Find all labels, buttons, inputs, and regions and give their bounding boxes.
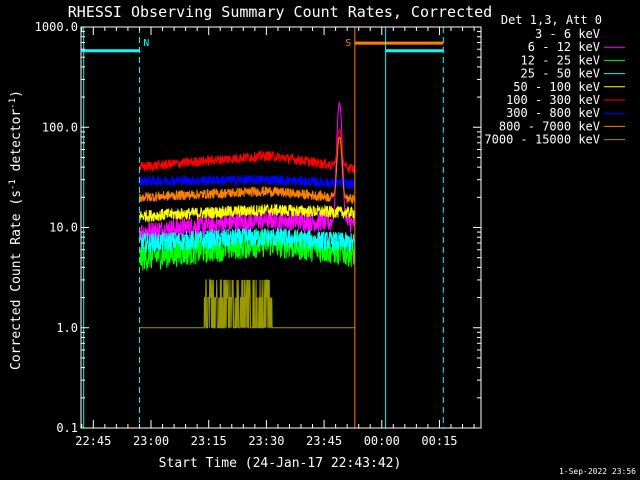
series-line [139,279,355,329]
legend-entry-label: 800 - 7000 keV [499,119,600,133]
x-tick-label: 23:30 [248,434,284,448]
legend-entry-label: 12 - 25 keV [521,53,600,67]
legend-entry-label: 50 - 100 keV [513,80,600,94]
legend-title: Det 1,3, Att 0 [501,13,602,27]
flag-label: S [345,38,351,49]
x-tick-label: 23:00 [133,434,169,448]
saa-bars [81,41,444,53]
x-tick-label: 00:00 [364,434,400,448]
series-line [139,174,356,190]
series-line [139,101,356,242]
y-tick-label: 1000.0 [35,20,78,34]
y-tick-label: 0.1 [56,421,78,435]
series-line [139,203,356,224]
timestamp: 1-Sep-2022 23:56 [559,467,636,476]
y-axis-label-sup2: -1 [8,98,18,109]
x-tick-label: 23:45 [306,434,342,448]
y-axis-label-mid: detector [9,109,24,180]
y-tick-label: 100.0 [42,120,78,134]
x-axis-label: Start Time (24-Jan-17 22:43:42) [159,456,402,471]
flag-label: N [143,38,149,49]
legend-entry-label: 25 - 50 keV [521,67,600,81]
x-tick-label: 22:45 [75,434,111,448]
series-line [139,136,356,205]
legend-entry-label: 100 - 300 keV [506,93,600,107]
x-tick-label: 23:15 [191,434,227,448]
legend-entry-label: 300 - 800 keV [506,106,600,120]
series-lines [139,101,356,329]
series-line [139,227,356,253]
chart-title: RHESSI Observing Summary Count Rates, Co… [68,3,492,21]
y-tick-label: 10.0 [49,221,78,235]
legend-entry-label: 3 - 6 keV [535,27,600,41]
y-axis-ticks: 0.1 1.0 10.0 100.0 1000.0 [35,20,481,435]
y-axis-label-sup1: -1 [8,179,18,190]
y-axis-label-end: ) [9,90,24,98]
y-axis-label-main: Corrected Count Rate (s [9,190,24,370]
x-axis-ticks: 22:45 23:00 23:15 23:30 23:45 00:00 00:15 [75,27,475,448]
x-tick-label: 00:15 [421,434,457,448]
y-tick-label: 1.0 [56,321,78,335]
y-axis-label: Corrected Count Rate (s-1 detector-1) [8,90,24,370]
series-line [139,128,356,175]
legend-entry-label: 6 - 12 keV [528,40,600,54]
legend-entry-label: 7000 - 15000 keV [484,133,600,147]
